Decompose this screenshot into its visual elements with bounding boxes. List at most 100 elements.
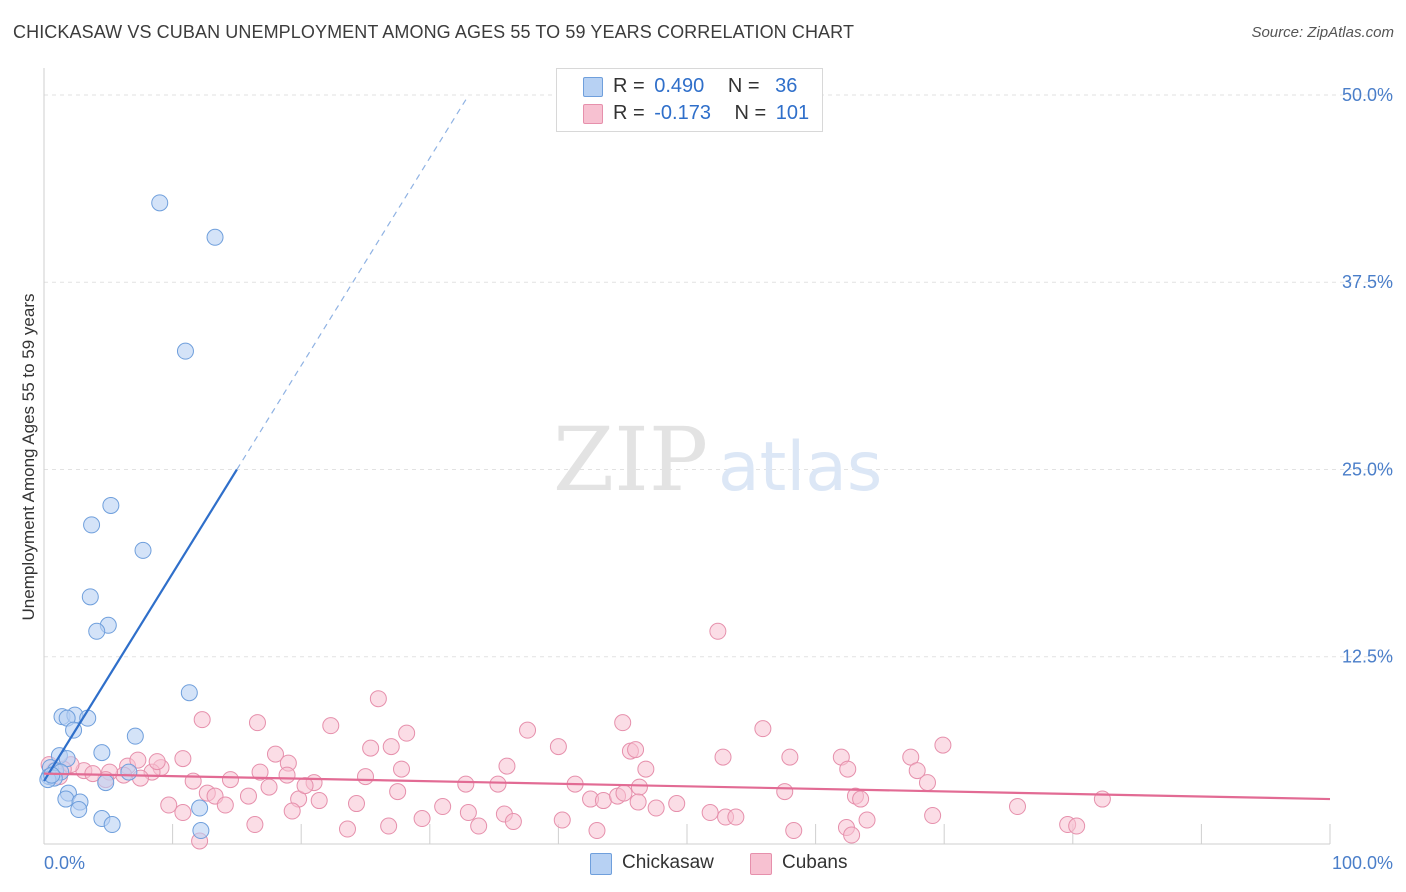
cubans-point <box>389 783 407 801</box>
cubans-point <box>221 771 239 789</box>
legend-r-label: R = <box>613 102 645 124</box>
chickasaw-point <box>103 816 121 834</box>
cubans-point <box>174 804 192 822</box>
cubans-point <box>852 790 870 808</box>
cubans-point <box>382 738 400 756</box>
cubans-point <box>843 826 861 844</box>
cubans-point <box>393 760 411 778</box>
cubans-point <box>362 739 380 757</box>
y-tick-label: 12.5% <box>1342 647 1393 667</box>
chart-title: CHICKASAW VS CUBAN UNEMPLOYMENT AMONG AG… <box>13 22 855 42</box>
cubans-point <box>434 798 452 816</box>
chickasaw-point <box>176 342 194 360</box>
chickasaw-point <box>97 774 115 792</box>
cubans-point <box>934 736 952 754</box>
cubans-point <box>296 777 314 795</box>
chickasaw-points <box>39 194 224 840</box>
cubans-point <box>630 778 648 796</box>
cubans-point <box>615 784 633 802</box>
cubans-point <box>457 775 475 793</box>
cubans-point <box>357 768 374 786</box>
cubans-point <box>1009 798 1027 816</box>
cubans-point <box>489 775 507 793</box>
cubans-point <box>322 717 340 735</box>
cubans-point <box>266 745 284 763</box>
trend-lines <box>43 95 1331 801</box>
chickasaw-point <box>151 194 169 212</box>
cubans-point <box>413 810 431 828</box>
chickasaw-point <box>120 763 138 781</box>
cubans-point <box>776 783 794 801</box>
chickasaw-point <box>192 822 210 840</box>
chickasaw-point <box>83 516 101 534</box>
axes <box>43 68 1331 845</box>
y-tick-label: 37.5% <box>1342 272 1393 292</box>
chickasaw-point <box>126 727 144 745</box>
bottom-legend-label-cubans: Cubans <box>782 852 848 873</box>
bottom-legend-swatch-chickasaw <box>590 853 612 875</box>
correlation-legend: R = 0.490 N = 36 R = -0.173 N = 101 <box>556 68 823 132</box>
chickasaw-point <box>180 684 198 702</box>
y-axis-label: Unemployment Among Ages 55 to 59 years <box>19 294 38 621</box>
cubans-point <box>129 751 147 769</box>
cubans-point <box>647 799 665 817</box>
legend-n-value: 36 <box>775 75 798 97</box>
cubans-point <box>193 711 211 729</box>
cubans-point <box>283 802 301 820</box>
bottom-legend-label-chickasaw: Chickasaw <box>622 852 714 873</box>
cubans-point <box>459 804 477 822</box>
watermark-atlas: atlas <box>718 428 882 507</box>
source-label: Source: ZipAtlas.com <box>1251 24 1394 41</box>
cubans-point <box>924 807 942 825</box>
cubans-point <box>701 804 719 822</box>
cubans-point <box>246 816 264 834</box>
cubans-point <box>839 760 857 778</box>
cubans-point <box>785 822 803 840</box>
legend-swatch-cubans <box>583 104 603 124</box>
chickasaw-point <box>88 622 106 640</box>
cubans-point <box>594 792 612 810</box>
cubans-point <box>380 817 398 835</box>
legend-r-value: 0.490 <box>654 75 705 97</box>
cubans-point <box>347 795 365 813</box>
chickasaw-point <box>93 744 111 762</box>
cubans-point <box>148 753 166 771</box>
cubans-point <box>727 808 745 826</box>
cubans-point <box>908 762 926 780</box>
chickasaw-point <box>206 228 224 246</box>
cubans-point <box>248 714 266 732</box>
legend-swatch-chickasaw <box>583 77 603 97</box>
cubans-point <box>1068 817 1086 835</box>
cubans-point <box>629 793 647 811</box>
cubans-point <box>239 787 257 805</box>
cubans-point <box>174 750 192 768</box>
tick-labels: 12.5% 25.0% 37.5% 50.0% 0.0% 100.0% <box>44 85 1393 873</box>
legend-r-label: R = <box>613 75 645 97</box>
cubans-point <box>369 690 387 708</box>
chickasaw-point <box>134 541 152 559</box>
cubans-point <box>627 741 645 759</box>
y-tick-label: 50.0% <box>1342 85 1393 105</box>
cubans-point <box>858 811 876 829</box>
y-tick-label: 25.0% <box>1342 459 1393 479</box>
watermark-zip: ZIP <box>553 408 708 511</box>
bottom-legend-swatch-cubans <box>750 853 772 875</box>
cubans-point <box>781 748 799 766</box>
cubans-point <box>216 796 234 814</box>
cubans-point <box>614 714 632 732</box>
legend-n-label: N = <box>734 102 767 124</box>
cubans-point <box>519 721 537 739</box>
cubans-point <box>160 796 178 814</box>
legend-n-value: 101 <box>775 102 810 124</box>
cubans-point <box>251 763 269 781</box>
chickasaw-trend-line <box>43 468 238 782</box>
cubans-point <box>637 760 655 778</box>
legend-r-value: -0.173 <box>654 102 711 124</box>
chickasaw-point <box>81 588 99 606</box>
chickasaw-point <box>57 790 75 808</box>
chickasaw-point <box>102 496 120 514</box>
cubans-point <box>754 720 772 738</box>
cubans-point <box>668 795 686 813</box>
cubans-point <box>709 622 727 640</box>
